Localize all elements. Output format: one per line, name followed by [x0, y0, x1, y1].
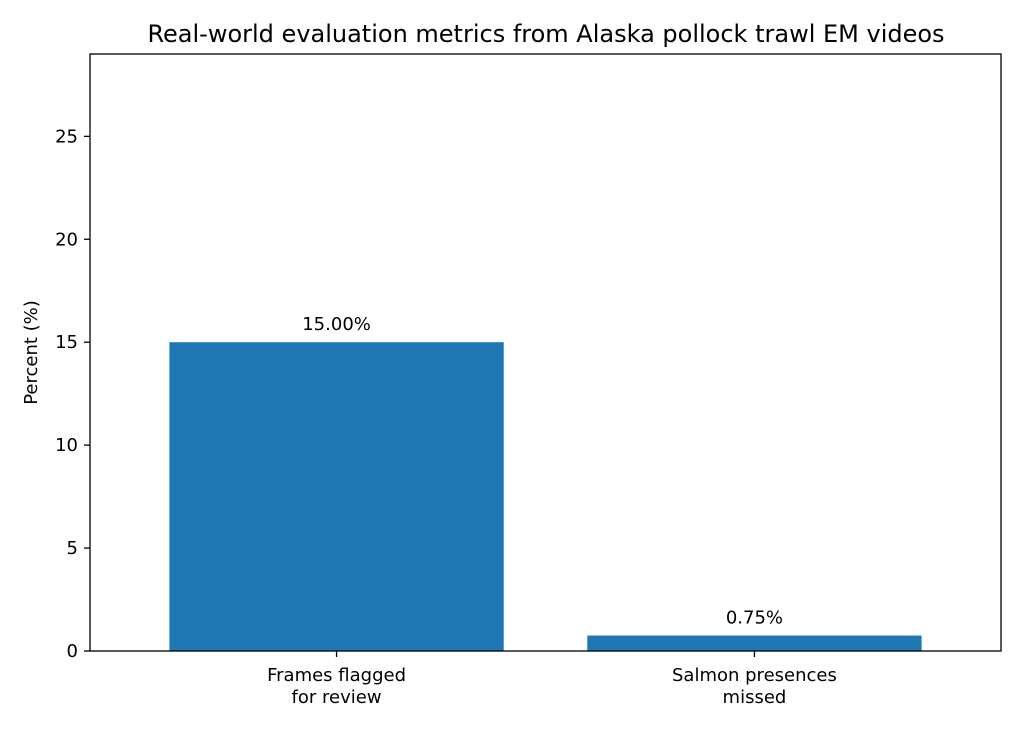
chart-title: Real-world evaluation metrics from Alask… — [147, 20, 944, 48]
bar-0 — [169, 342, 504, 651]
x-tick-label-0: Frames flagged for review — [267, 665, 406, 708]
plot-frame — [89, 53, 1002, 652]
bar-data-label-0: 15.00% — [302, 314, 371, 335]
ticks-layer: Frames flagged for review Salmon presences… — [55, 126, 837, 708]
bars-layer: 15.00% 0.75% — [169, 314, 922, 651]
y-tick-label-0: 0 — [67, 641, 78, 662]
y-axis-label: Percent (%) — [21, 300, 42, 405]
x-tick-label-line: missed — [723, 687, 787, 708]
x-tick-label-line: Salmon presences — [672, 665, 837, 686]
bar-data-label-1: 0.75% — [726, 608, 783, 629]
y-tick-label-5: 25 — [55, 126, 78, 147]
bar-1 — [587, 635, 922, 651]
x-tick-label-line: for review — [292, 687, 382, 708]
x-tick-label-1: Salmon presences missed — [672, 665, 837, 708]
y-tick-label-4: 20 — [55, 229, 78, 250]
y-tick-label-2: 10 — [55, 435, 78, 456]
y-tick-label-3: 15 — [55, 332, 78, 353]
y-tick-label-1: 5 — [67, 538, 78, 559]
x-tick-label-line: Frames flagged — [267, 665, 406, 686]
